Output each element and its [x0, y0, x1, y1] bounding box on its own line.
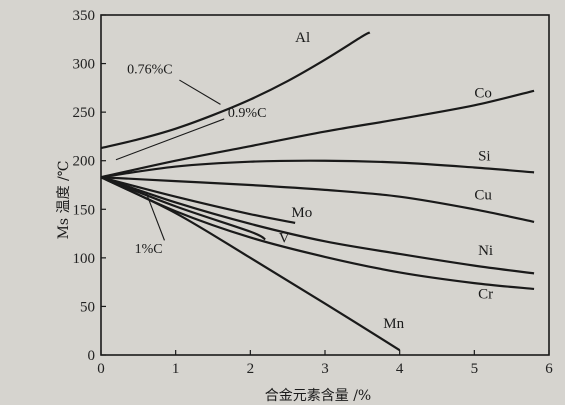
annotation-label: 0.9%C	[228, 106, 267, 121]
series-label-ni: Ni	[478, 243, 493, 259]
series-line-mo	[100, 176, 296, 224]
y-axis-title: Ms 温度 /℃	[56, 161, 72, 240]
x-axis-title: 合金元素含量 /%	[265, 388, 371, 404]
annotation-leader	[179, 79, 221, 105]
series-line-si	[100, 159, 535, 179]
series-line-v	[100, 176, 266, 241]
y-tick-label: 350	[73, 8, 96, 24]
x-tick-label: 0	[97, 361, 105, 377]
series-lines: Al Co Si Cu Ni Cr MoV Mn	[100, 30, 535, 352]
series-label-mn: Mn	[383, 316, 404, 332]
annotation-label: 1%C	[135, 242, 163, 257]
x-tick-label: 3	[321, 361, 329, 377]
axes: 0 1 2 3 4 5 6 0 50 100 150 200 250 300 350	[73, 8, 554, 377]
y-tick-label: 300	[73, 57, 96, 73]
series-label-cu: Cu	[474, 188, 492, 204]
y-tick-label: 100	[73, 251, 96, 267]
annotations: 0.76%C 0.9%C 1%C	[115, 62, 267, 257]
series-label-co: Co	[474, 86, 492, 102]
y-tick-label: 250	[73, 105, 96, 121]
series-label-v: V	[279, 230, 290, 246]
x-tick-label: 2	[247, 361, 255, 377]
series-line-cu	[100, 176, 535, 223]
series-label-mo: Mo	[291, 205, 312, 221]
y-tick-label: 200	[73, 154, 96, 170]
x-tick-label: 5	[471, 361, 479, 377]
series-label-cr: Cr	[478, 287, 493, 303]
y-tick-label: 50	[80, 299, 95, 315]
series-line-mn	[100, 176, 401, 352]
annotation-label: 0.76%C	[127, 62, 173, 77]
series-line-cr	[100, 176, 535, 291]
series-line-ni	[100, 176, 535, 275]
x-tick-label: 1	[172, 361, 180, 377]
annotation-leader	[145, 191, 165, 241]
series-line-al	[100, 31, 371, 150]
x-tick-label: 6	[545, 361, 553, 377]
series-label-si: Si	[478, 149, 491, 165]
x-tick-label: 4	[396, 361, 404, 377]
annotation-leader	[115, 118, 225, 161]
series-label-al: Al	[295, 30, 310, 46]
series-line-co	[100, 89, 535, 179]
y-tick-label: 150	[73, 202, 96, 218]
y-tick-label: 0	[88, 348, 96, 364]
